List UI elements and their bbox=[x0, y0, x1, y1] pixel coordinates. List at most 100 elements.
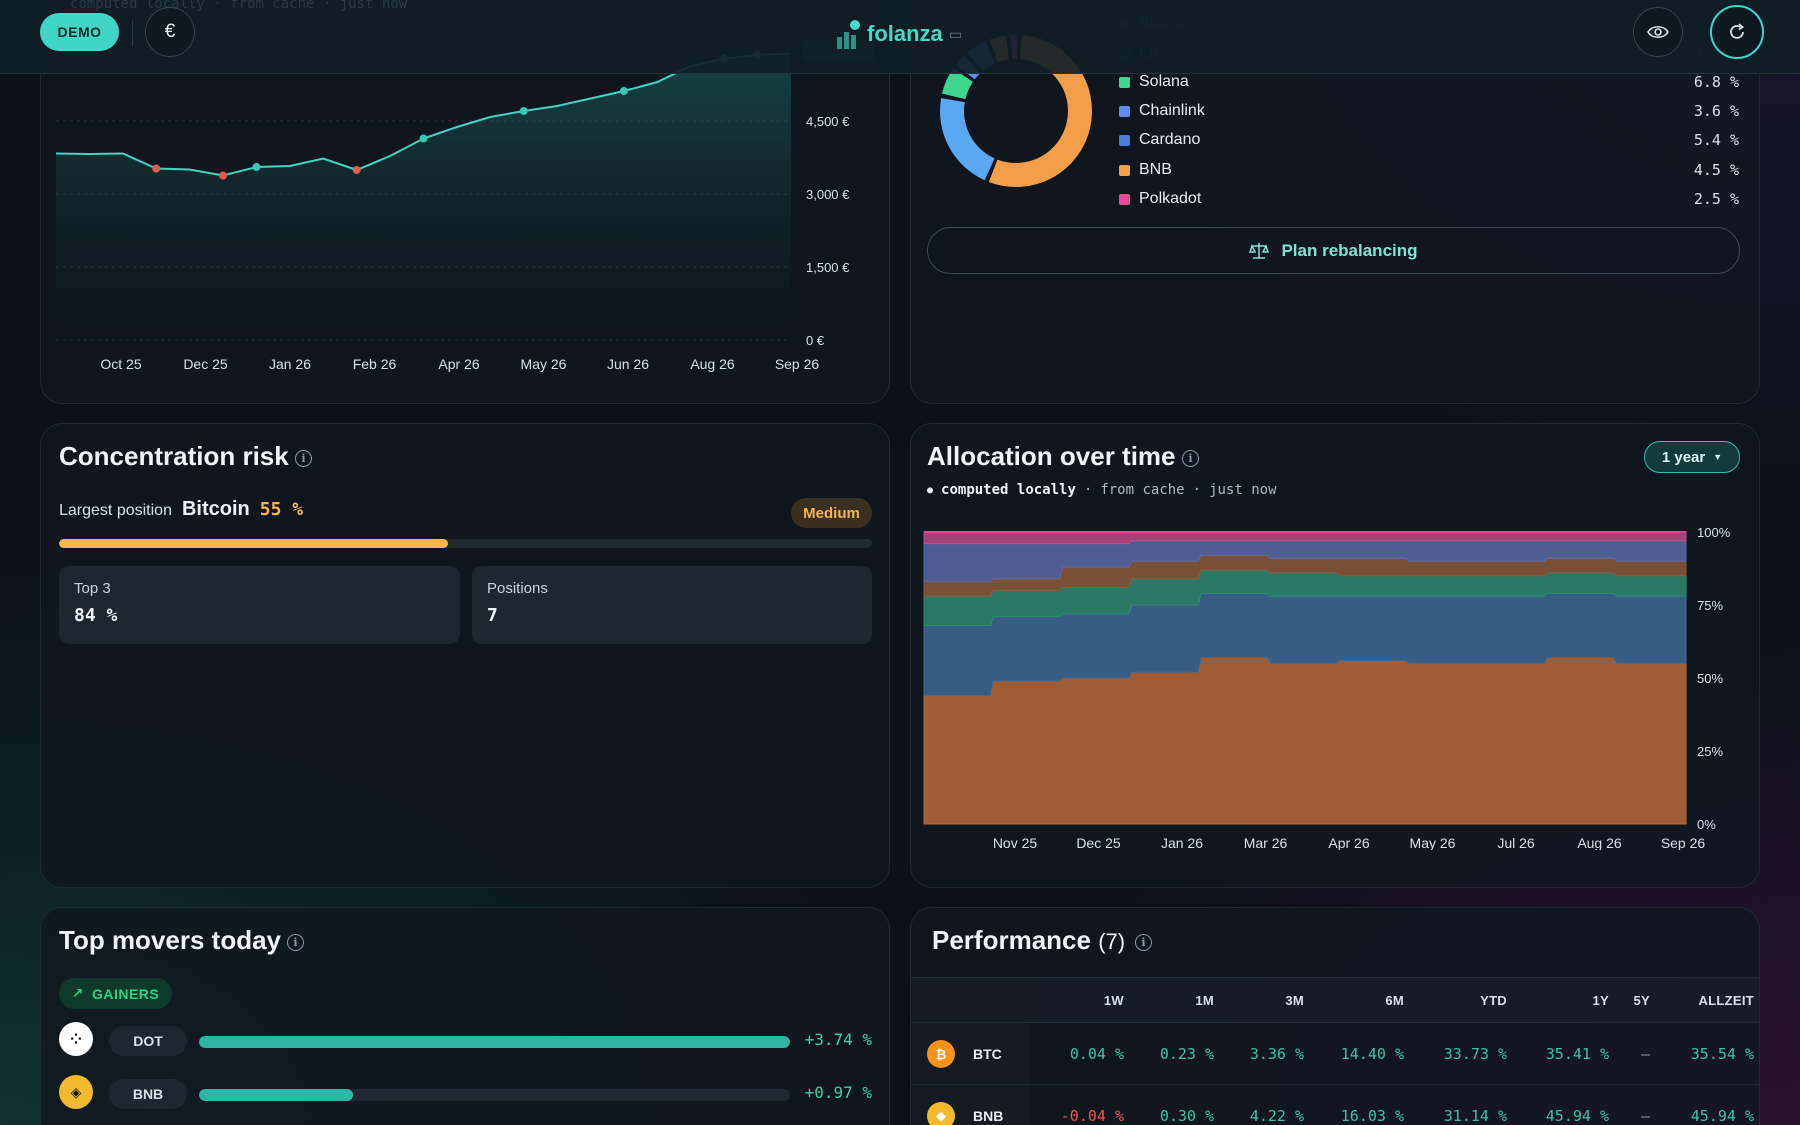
largest-position: Largest position Bitcoin 55 % bbox=[59, 498, 303, 521]
allocation-over-time-info-icon[interactable]: i bbox=[1182, 450, 1199, 467]
concentration-bar-fill bbox=[59, 539, 449, 548]
performance-row[interactable]: ₿ BTC 0.04 % 0.23 % 3.36 % 14.40 % 33.73 % 35.4… bbox=[911, 1022, 1759, 1084]
plan-rebalancing-label: Plan rebalancing bbox=[1281, 240, 1418, 260]
performance-cell: 16.03 % bbox=[1340, 1107, 1404, 1125]
transaction-marker bbox=[352, 166, 361, 174]
concentration-info-icon[interactable]: i bbox=[295, 450, 312, 467]
performance-cell: 0.23 % bbox=[1159, 1045, 1214, 1063]
gainers-badge[interactable]: ↗ GAINERS bbox=[59, 978, 172, 1009]
y-tick-label: 3,000 € bbox=[806, 187, 850, 202]
largest-position-pct: 55 % bbox=[259, 499, 304, 520]
legend-item-polkadot[interactable]: Polkadot 2.5 % bbox=[1119, 188, 1739, 210]
bnb-icon: ◈ bbox=[59, 1075, 93, 1109]
legend-pct: 5.4 % bbox=[1693, 131, 1739, 149]
legend-item-cardano[interactable]: Cardano 5.4 % bbox=[1119, 129, 1739, 151]
currency-symbol: € bbox=[164, 21, 176, 42]
performance-cell: 35.54 % bbox=[1690, 1045, 1754, 1063]
brand-bars-icon bbox=[837, 20, 860, 49]
plan-rebalancing-button[interactable]: Plan rebalancing bbox=[927, 227, 1740, 274]
allocation-over-time-chart[interactable]: 100% 75% 50% 25% 0% Nov 25 Dec 25 Jan 26 Mar 26 A… bbox=[915, 520, 1755, 850]
legend-pct: 3.6 % bbox=[1693, 102, 1739, 120]
range-select-value: 1 year bbox=[1661, 448, 1706, 466]
performance-row[interactable]: ◆ BNB -0.04 % 0.30 % 4.22 % 16.03 % 31.14 % 45.… bbox=[911, 1084, 1759, 1125]
performance-table-header: 1W 1M 3M 6M YTD 1Y 5Y ALLZEIT bbox=[911, 977, 1759, 1022]
legend-pct: 2.5 % bbox=[1693, 190, 1739, 208]
column-header-1w[interactable]: 1W bbox=[1103, 993, 1124, 1008]
performance-cell: 31.14 % bbox=[1443, 1107, 1507, 1125]
eye-icon bbox=[1647, 25, 1669, 39]
transaction-marker bbox=[619, 87, 628, 95]
top3-value: 84 % bbox=[74, 605, 118, 626]
currency-button[interactable]: € bbox=[145, 7, 195, 57]
y-tick-label: 1,500 € bbox=[806, 260, 850, 275]
top-movers-info-icon[interactable]: i bbox=[287, 934, 304, 951]
concentration-risk-title: Concentration risk bbox=[59, 441, 289, 471]
demo-badge[interactable]: DEMO bbox=[40, 13, 119, 51]
x-tick-label: Jun 26 bbox=[607, 356, 649, 372]
performance-cell: -0.04 % bbox=[1060, 1107, 1124, 1125]
x-tick-label: Jan 26 bbox=[269, 356, 311, 372]
brand-name: folanza bbox=[867, 21, 943, 46]
y-tick-label: 4,500 € bbox=[806, 114, 850, 129]
mover-row[interactable]: ⁘ DOT +3.74 % bbox=[59, 1022, 872, 1062]
mover-bar bbox=[199, 1089, 790, 1101]
dot-icon: ⁘ bbox=[59, 1022, 93, 1056]
legend-item-solana[interactable]: Solana 6.8 % bbox=[1119, 71, 1739, 93]
x-tick-label: Apr 26 bbox=[1328, 835, 1369, 850]
performance-cell: — bbox=[1640, 1107, 1650, 1125]
computed-label: computed locally bbox=[941, 482, 1076, 498]
legend-item-chainlink[interactable]: Chainlink 3.6 % bbox=[1119, 100, 1739, 122]
y-tick-label: 0 € bbox=[806, 333, 825, 348]
column-header-6m[interactable]: 6M bbox=[1385, 993, 1404, 1008]
trending-up-icon: ↗ bbox=[71, 985, 84, 1001]
x-tick-label: Nov 25 bbox=[993, 835, 1038, 850]
column-header-5y[interactable]: 5Y bbox=[1633, 993, 1650, 1008]
column-header-1y[interactable]: 1Y bbox=[1592, 993, 1609, 1008]
legend-swatch bbox=[1119, 164, 1130, 176]
legend-swatch bbox=[1119, 76, 1130, 88]
x-tick-label: Oct 25 bbox=[100, 356, 141, 372]
performance-cell: 0.30 % bbox=[1159, 1107, 1214, 1125]
asset-symbol: BTC bbox=[973, 1046, 1002, 1062]
x-tick-label: May 26 bbox=[1410, 835, 1456, 850]
legend-label: Polkadot bbox=[1139, 190, 1202, 207]
asset-symbol: BNB bbox=[973, 1108, 1004, 1124]
performance-cell: 33.73 % bbox=[1443, 1045, 1507, 1063]
performance-cell: 45.94 % bbox=[1690, 1107, 1754, 1125]
transaction-marker bbox=[152, 164, 161, 173]
x-tick-label: Mar 26 bbox=[1244, 835, 1288, 850]
ghost-status-text: computed locally · from cache · just now bbox=[70, 0, 408, 12]
y-tick-label: 100% bbox=[1697, 525, 1731, 540]
portfolio-value-chart[interactable]: 4,500 € 3,000 € 1,500 € 0 € Oct 25 Dec 25 Jan … bbox=[41, 0, 891, 405]
privacy-toggle-button[interactable] bbox=[1633, 7, 1683, 57]
column-header-3m[interactable]: 3M bbox=[1285, 993, 1304, 1008]
brand-logo[interactable]: folanza ▭ bbox=[835, 14, 962, 54]
y-tick-label: 50% bbox=[1697, 671, 1723, 686]
column-header-ytd[interactable]: YTD bbox=[1480, 993, 1507, 1008]
donut-slice-ethereum bbox=[940, 98, 995, 181]
risk-level-badge: Medium bbox=[791, 498, 872, 528]
mover-ticker: BNB bbox=[109, 1079, 187, 1109]
y-tick-label: 25% bbox=[1697, 744, 1723, 759]
transaction-marker bbox=[219, 171, 228, 180]
column-header-allzeit[interactable]: ALLZEIT bbox=[1698, 993, 1754, 1008]
largest-position-label: Largest position bbox=[59, 502, 172, 519]
allocation-area-0 bbox=[923, 657, 1687, 825]
range-select[interactable]: 1 year ▼ bbox=[1644, 441, 1740, 473]
performance-cell: 0.04 % bbox=[1069, 1045, 1124, 1063]
concentration-bar bbox=[59, 539, 872, 548]
mover-row[interactable]: ◈ BNB +0.97 % bbox=[59, 1075, 872, 1115]
x-tick-label: May 26 bbox=[521, 356, 567, 372]
column-header-1m[interactable]: 1M bbox=[1195, 993, 1214, 1008]
legend-item-bnb[interactable]: BNB 4.5 % bbox=[1119, 159, 1739, 181]
mover-ticker: DOT bbox=[109, 1026, 187, 1056]
refresh-button[interactable] bbox=[1710, 5, 1764, 59]
mover-bar-fill bbox=[199, 1036, 790, 1048]
performance-info-icon[interactable]: i bbox=[1135, 934, 1152, 951]
transaction-marker bbox=[252, 163, 261, 171]
mover-change: +3.74 % bbox=[804, 1030, 872, 1049]
top-bar: computed locally · from cache · just now… bbox=[0, 0, 1800, 74]
device-icon: ▭ bbox=[948, 25, 963, 42]
performance-cell: 3.36 % bbox=[1249, 1045, 1304, 1063]
largest-position-name: Bitcoin bbox=[181, 498, 250, 520]
